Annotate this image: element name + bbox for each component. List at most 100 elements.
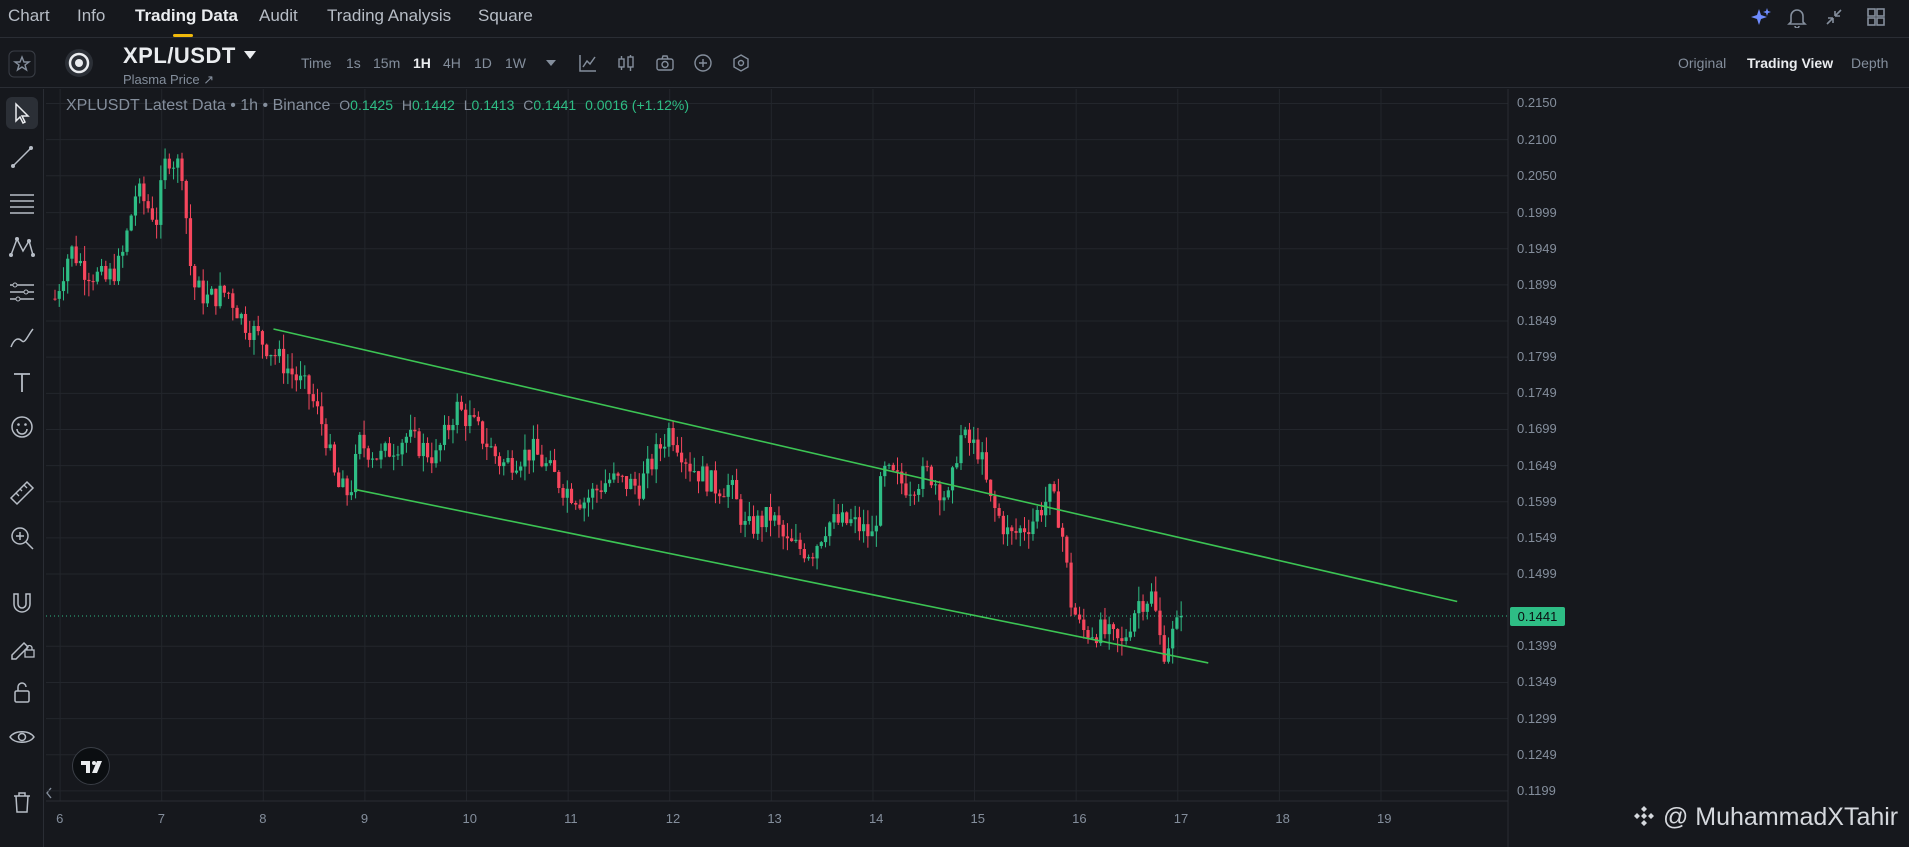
tab-info[interactable]: Info [77, 6, 106, 25]
candle-body [362, 434, 366, 449]
tab-trading-data[interactable]: Trading Data [135, 6, 238, 25]
indicators-icon[interactable] [578, 53, 598, 73]
fib-tool[interactable] [6, 276, 38, 308]
add-circle-icon[interactable] [693, 53, 713, 73]
time-tick-label: 15 [970, 811, 986, 826]
eye-icon [9, 731, 35, 743]
candlestick-chart[interactable] [46, 89, 1909, 847]
legend-high: 0.1442 [412, 97, 455, 113]
symbol-dropdown-icon[interactable] [243, 50, 257, 60]
price-tick-label: 0.1899 [1517, 276, 1557, 292]
candle-body [282, 348, 286, 374]
interval-1w[interactable]: 1W [505, 55, 526, 71]
chart-area[interactable]: XPLUSDT Latest Data • 1h • Binance O0.14… [46, 89, 1909, 847]
candle-body [61, 281, 66, 292]
candle-body [1179, 615, 1183, 618]
candle-body [963, 429, 967, 436]
tradingview-logo[interactable] [72, 747, 110, 785]
candle-body [485, 443, 489, 448]
view-trading-view[interactable]: Trading View [1747, 55, 1834, 71]
horizontal-lines-tool[interactable] [6, 186, 38, 218]
candle-body [57, 291, 61, 299]
candle-body [1111, 624, 1116, 630]
candle-body [946, 490, 950, 498]
interval-time[interactable]: Time [301, 55, 332, 71]
collapse-icon[interactable] [1823, 6, 1845, 28]
candle-body [997, 508, 1001, 516]
tab-audit[interactable]: Audit [259, 6, 298, 25]
legend-close-key: C [523, 97, 534, 113]
candle-body [315, 401, 320, 407]
visibility-tool[interactable] [6, 721, 38, 753]
ai-sparkle-icon[interactable] [1750, 6, 1772, 28]
candle-style-icon[interactable] [616, 53, 636, 73]
candle-body [1137, 601, 1141, 614]
channel-trendline[interactable] [273, 328, 1458, 603]
trendline-tool[interactable] [6, 141, 38, 173]
tab-square[interactable]: Square [478, 6, 533, 25]
tab-chart[interactable]: Chart [8, 6, 50, 25]
tab-trading-analysis[interactable]: Trading Analysis [327, 6, 452, 25]
interval-15m[interactable]: 15m [373, 55, 401, 71]
interval-more-icon[interactable] [545, 59, 557, 67]
candle-body [133, 196, 138, 216]
lock-icon [14, 682, 30, 703]
time-tick-label: 12 [665, 811, 681, 826]
channel-trendline[interactable] [354, 488, 1209, 664]
candle-body [506, 457, 510, 463]
candle-body [239, 313, 243, 319]
settings-icon[interactable] [731, 53, 751, 73]
candle-body [277, 348, 281, 357]
lock-drawing-tool[interactable] [6, 631, 38, 663]
trendlines[interactable] [273, 328, 1458, 664]
candle-body [713, 470, 718, 494]
brush-tool[interactable] [6, 321, 38, 353]
interval-1d[interactable]: 1D [474, 55, 492, 71]
price-tick-label: 0.1749 [1517, 385, 1557, 401]
candle-body [404, 436, 408, 443]
candle-body [497, 456, 502, 467]
favorite-star-icon[interactable] [8, 50, 36, 78]
emoji-tool[interactable] [6, 411, 38, 443]
time-tick-label: 14 [868, 811, 884, 826]
candle-body [620, 475, 624, 477]
view-depth[interactable]: Depth [1851, 55, 1889, 71]
camera-icon[interactable] [655, 53, 675, 73]
lock-tool[interactable] [6, 676, 38, 708]
candle-body [425, 442, 430, 458]
candle-body [544, 463, 548, 467]
view-original[interactable]: Original [1678, 55, 1727, 71]
interval-1s[interactable]: 1s [346, 55, 361, 71]
candle-body [1120, 638, 1124, 642]
candle-body [188, 218, 193, 266]
zoom-tool[interactable] [6, 522, 38, 554]
symbol-name[interactable]: XPL/USDT [123, 43, 236, 68]
candle-body [1039, 509, 1044, 516]
candle-body [337, 472, 341, 488]
candle-body [938, 484, 942, 501]
price-tick-label: 0.1599 [1517, 493, 1557, 509]
pattern-tool[interactable] [6, 231, 38, 263]
layout-grid-icon[interactable] [1865, 6, 1887, 28]
interval-4h[interactable]: 4H [443, 55, 461, 71]
time-tick-label: 19 [1376, 811, 1392, 826]
candle-body [845, 512, 849, 524]
collapse-toolbar-icon[interactable] [45, 786, 53, 800]
bell-icon[interactable] [1786, 6, 1808, 28]
interval-1h[interactable]: 1H [413, 55, 431, 71]
candle-body [895, 470, 900, 472]
candle-body [823, 536, 828, 543]
delete-drawings-tool[interactable] [6, 786, 38, 818]
magnet-tool[interactable] [6, 586, 38, 618]
text-tool[interactable] [6, 366, 38, 398]
candle-body [311, 394, 315, 402]
candle-body [912, 494, 917, 496]
ruler-tool[interactable] [6, 477, 38, 509]
symbol-subtitle[interactable]: Plasma Price ↗ [123, 72, 215, 87]
cursor-tool[interactable] [6, 97, 38, 129]
candle-body [1014, 531, 1018, 533]
candle-body [409, 429, 413, 437]
candle-body [989, 479, 993, 497]
candle-body [1099, 619, 1103, 644]
candle-body [1031, 521, 1035, 535]
